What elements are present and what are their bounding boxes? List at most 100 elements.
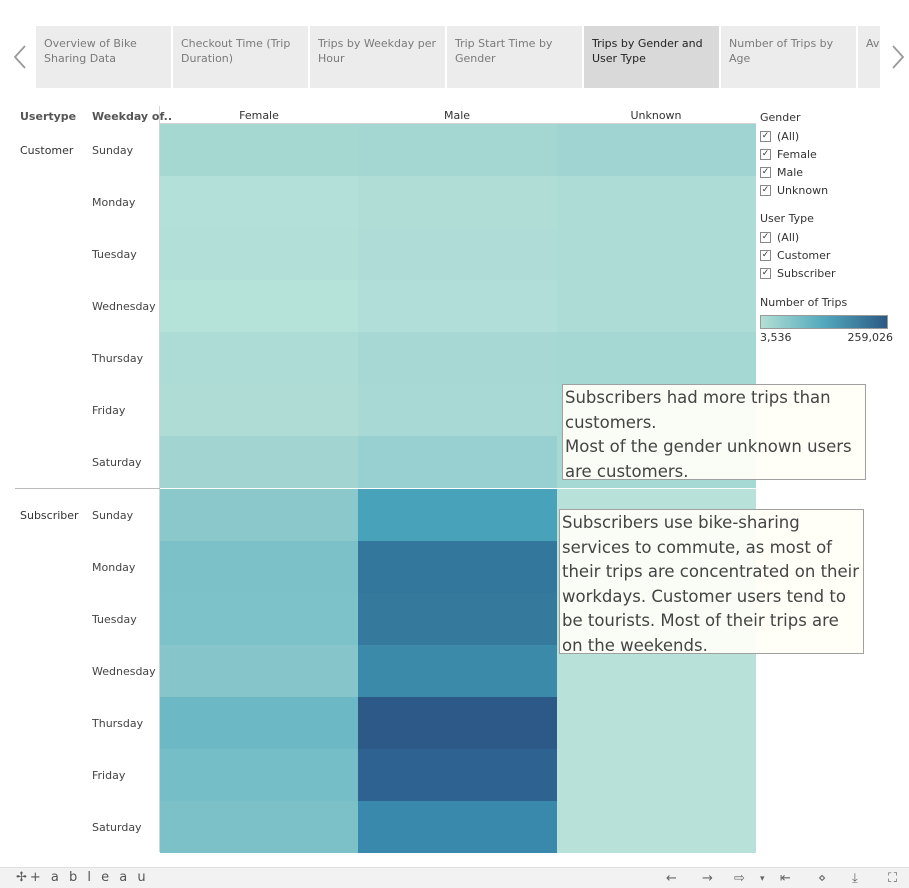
- fullscreen-icon[interactable]: ⛶: [888, 871, 898, 886]
- story-tab-4[interactable]: Trip Start Time by Gender: [447, 26, 582, 88]
- heatmap-cell[interactable]: [557, 697, 756, 749]
- usertype-label-subscriber[interactable]: Subscriber: [20, 509, 79, 522]
- weekday-label[interactable]: Sunday: [92, 509, 134, 522]
- weekday-label[interactable]: Saturday: [92, 456, 142, 469]
- heatmap-cell[interactable]: [160, 332, 358, 384]
- next-story-point-button[interactable]: [880, 26, 909, 88]
- share-icon[interactable]: ⋄: [818, 871, 827, 886]
- revert-icon[interactable]: ⇨: [734, 871, 745, 886]
- checkbox-checked-icon[interactable]: ✓: [760, 166, 771, 178]
- usertype-label-customer[interactable]: Customer: [20, 144, 74, 157]
- reset-icon[interactable]: ⇤: [780, 871, 791, 886]
- heatmap-cell[interactable]: [160, 436, 358, 488]
- heatmap-cell[interactable]: [557, 749, 756, 801]
- gender-option[interactable]: ✓ Male: [760, 163, 828, 181]
- column-header-unknown[interactable]: Unknown: [630, 109, 682, 122]
- heatmap-cell[interactable]: [160, 801, 358, 853]
- group-separator: [15, 488, 160, 489]
- heatmap-cell[interactable]: [358, 697, 557, 749]
- heatmap-cell[interactable]: [160, 384, 358, 436]
- heatmap-cell[interactable]: [160, 228, 358, 280]
- color-ramp-max-label: 259,026: [847, 331, 894, 344]
- weekday-label[interactable]: Sunday: [92, 144, 134, 157]
- checkbox-checked-icon[interactable]: ✓: [760, 148, 771, 160]
- heatmap-cell[interactable]: [358, 801, 557, 853]
- user-type-option[interactable]: ✓ Customer: [760, 246, 836, 264]
- heatmap-cell[interactable]: [160, 593, 358, 645]
- checkbox-checked-icon[interactable]: ✓: [760, 267, 771, 279]
- user-type-option[interactable]: ✓ Subscriber: [760, 264, 836, 282]
- gender-option-label: Female: [777, 147, 817, 161]
- weekday-label[interactable]: Friday: [92, 404, 126, 417]
- heatmap-cell[interactable]: [358, 541, 557, 593]
- weekday-label[interactable]: Monday: [92, 196, 136, 209]
- heatmap-cell[interactable]: [358, 228, 557, 280]
- annotation-subscribers-vs-customers[interactable]: Subscribers had more trips than customer…: [562, 384, 866, 481]
- heatmap-cell[interactable]: [358, 384, 557, 436]
- heatmap-cell[interactable]: [358, 124, 557, 176]
- usertype-header[interactable]: Usertype: [20, 110, 77, 123]
- checkbox-checked-icon[interactable]: ✓: [760, 130, 771, 142]
- tableau-logo[interactable]: ✢+ a b l e a u: [16, 870, 149, 885]
- heatmap-cell[interactable]: [358, 593, 557, 645]
- heatmap-cell[interactable]: [557, 176, 756, 228]
- heatmap-cell[interactable]: [358, 436, 557, 488]
- column-header-male[interactable]: Male: [443, 109, 471, 122]
- undo-icon[interactable]: ←: [666, 871, 677, 886]
- gender-option-label: (All): [777, 129, 800, 143]
- heatmap-cell[interactable]: [557, 801, 756, 853]
- heatmap-cell[interactable]: [557, 332, 756, 384]
- revert-dropdown-icon[interactable]: ▾: [760, 874, 765, 884]
- heatmap-cell[interactable]: [557, 280, 756, 332]
- weekday-label[interactable]: Saturday: [92, 821, 142, 834]
- annotation-commute-vs-tourists[interactable]: Subscribers use bike-sharing services to…: [559, 509, 864, 655]
- gender-option-label: Unknown: [777, 183, 829, 197]
- heatmap-cell[interactable]: [160, 749, 358, 801]
- weekday-label[interactable]: Wednesday: [92, 665, 156, 678]
- heatmap-cell[interactable]: [358, 176, 557, 228]
- weekday-label[interactable]: Thursday: [92, 352, 144, 365]
- previous-story-point-button[interactable]: [2, 26, 38, 88]
- heatmap-cell[interactable]: [160, 176, 358, 228]
- heatmap-cell[interactable]: [358, 489, 557, 541]
- weekday-label[interactable]: Monday: [92, 561, 136, 574]
- checkbox-checked-icon[interactable]: ✓: [760, 184, 771, 196]
- weekday-header[interactable]: Weekday of..: [92, 110, 173, 123]
- redo-icon[interactable]: →: [702, 871, 713, 886]
- heatmap-cell[interactable]: [358, 749, 557, 801]
- heatmap-cell[interactable]: [160, 124, 358, 176]
- heatmap-cell[interactable]: [358, 280, 557, 332]
- user-type-option[interactable]: ✓ (All): [760, 228, 836, 246]
- heatmap-cell[interactable]: [557, 228, 756, 280]
- checkbox-checked-icon[interactable]: ✓: [760, 231, 771, 243]
- heatmap-cell[interactable]: [160, 489, 358, 541]
- column-header-female[interactable]: Female: [239, 109, 279, 122]
- heatmap-cell[interactable]: [160, 541, 358, 593]
- heatmap-cell[interactable]: [358, 332, 557, 384]
- heatmap-cell[interactable]: [358, 645, 557, 697]
- gender-option[interactable]: ✓ (All): [760, 127, 828, 145]
- story-tab-6[interactable]: Number of Trips by Age: [721, 26, 856, 88]
- heatmap-cell[interactable]: [160, 280, 358, 332]
- weekday-label[interactable]: Wednesday: [92, 300, 156, 313]
- weekday-label[interactable]: Tuesday: [92, 248, 137, 261]
- story-tab-3[interactable]: Trips by Weekday per Hour: [310, 26, 445, 88]
- checkbox-checked-icon[interactable]: ✓: [760, 249, 771, 261]
- story-tab-7[interactable]: Average Trips by: [858, 26, 880, 88]
- heatmap-cell[interactable]: [557, 124, 756, 176]
- weekday-label[interactable]: Tuesday: [92, 613, 137, 626]
- annotation-text: Subscribers had more trips than customer…: [565, 388, 852, 481]
- story-tab-1[interactable]: Overview of Bike Sharing Data: [36, 26, 171, 88]
- story-tab-2[interactable]: Checkout Time (Trip Duration): [173, 26, 308, 88]
- gender-option[interactable]: ✓ Female: [760, 145, 828, 163]
- gender-option[interactable]: ✓ Unknown: [760, 181, 828, 199]
- color-ramp-min-label: 3,536: [760, 331, 792, 344]
- heatmap-cell[interactable]: [160, 697, 358, 749]
- weekday-label[interactable]: Friday: [92, 769, 126, 782]
- download-icon[interactable]: ⤓: [852, 871, 858, 886]
- gender-option-label: Male: [777, 165, 804, 179]
- heatmap-cell[interactable]: [160, 645, 358, 697]
- weekday-label[interactable]: Thursday: [92, 717, 144, 730]
- story-tab-5[interactable]: Trips by Gender and User Type: [584, 26, 719, 88]
- story-tabs: Overview of Bike Sharing Data Checkout Ti…: [36, 26, 880, 88]
